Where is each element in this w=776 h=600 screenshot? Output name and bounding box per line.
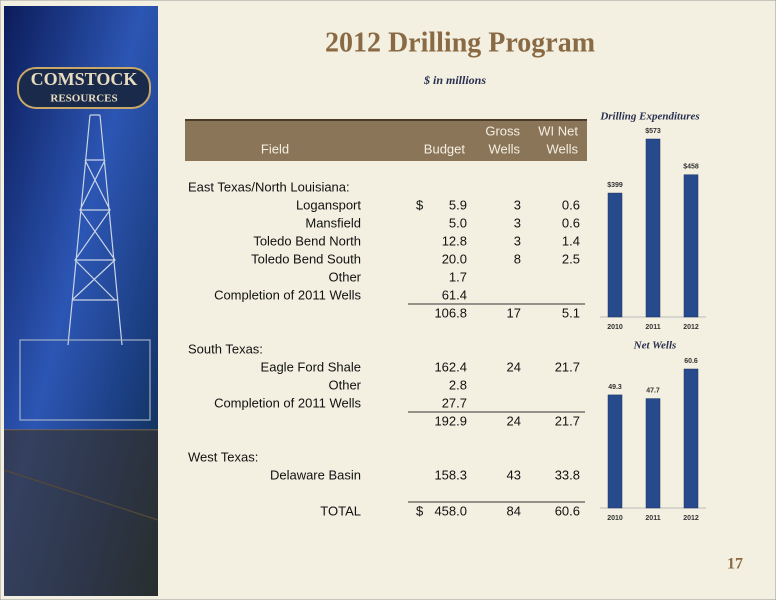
chart-title: Drilling Expenditures — [599, 111, 699, 123]
value-label: $573 — [645, 128, 661, 135]
cell-budget: 2.8 — [449, 377, 467, 392]
cell-budget: 158.3 — [434, 467, 467, 482]
cell-net: 0.6 — [562, 215, 580, 230]
cell-gross: 84 — [507, 503, 521, 518]
column-header: Gross — [485, 123, 520, 138]
cell-gross: 3 — [514, 197, 521, 212]
subtitle: $ in millions — [423, 73, 486, 87]
bar — [607, 394, 623, 509]
x-tick-label: 2010 — [607, 324, 623, 331]
value-label: 60.6 — [684, 358, 698, 365]
x-tick-label: 2011 — [645, 515, 660, 522]
section-heading: South Texas: — [188, 341, 263, 356]
bar — [683, 368, 699, 509]
value-label: 49.3 — [608, 384, 622, 391]
cell-field: Toledo Bend North — [253, 233, 361, 248]
bar — [607, 192, 623, 318]
column-header: WI Net — [538, 123, 578, 138]
cell-budget: 61.4 — [442, 287, 467, 302]
column-header: Wells — [546, 141, 578, 156]
cell-budget: 1.7 — [449, 269, 467, 284]
section-heading: West Texas: — [188, 449, 258, 464]
cell-field: Completion of 2011 Wells — [214, 287, 361, 302]
logo-frame — [17, 67, 151, 109]
cell-budget: 106.8 — [434, 305, 467, 320]
cell-budget: 192.9 — [434, 413, 467, 428]
cell-budget: 5.0 — [449, 215, 467, 230]
section-heading: East Texas/North Louisiana: — [188, 179, 350, 194]
column-header: Field — [261, 141, 289, 156]
cell-field: Completion of 2011 Wells — [214, 395, 361, 410]
cell-currency: $ — [416, 197, 424, 212]
cell-field: Other — [328, 377, 361, 392]
value-label: $458 — [683, 164, 699, 171]
cell-field: Logansport — [296, 197, 361, 212]
bar — [645, 138, 661, 318]
cell-budget: 27.7 — [442, 395, 467, 410]
cell-net: 21.7 — [555, 359, 580, 374]
logo-text: RESOURCES — [50, 93, 117, 105]
cell-gross: 3 — [514, 215, 521, 230]
cell-net: 33.8 — [555, 467, 580, 482]
column-header: Budget — [424, 141, 466, 156]
cell-budget: 458.0 — [434, 503, 467, 518]
cell-net: 1.4 — [562, 233, 580, 248]
cell-field: TOTAL — [320, 503, 361, 518]
ground — [4, 430, 158, 596]
cell-field: Delaware Basin — [270, 467, 361, 482]
cell-gross: 3 — [514, 233, 521, 248]
cell-field: Mansfield — [305, 215, 361, 230]
value-label: $399 — [607, 182, 623, 189]
cell-gross: 17 — [507, 305, 521, 320]
cell-field: Toledo Bend South — [251, 251, 361, 266]
value-label: 47.7 — [646, 387, 660, 394]
chart-title: Net Wells — [633, 340, 677, 352]
cell-gross: 43 — [507, 467, 521, 482]
cell-budget: 162.4 — [434, 359, 467, 374]
cell-currency: $ — [416, 503, 424, 518]
x-tick-label: 2012 — [683, 515, 699, 522]
cell-field: Eagle Ford Shale — [261, 359, 361, 374]
cell-gross: 24 — [507, 413, 521, 428]
cell-gross: 24 — [507, 359, 521, 374]
column-header: Wells — [488, 141, 520, 156]
cell-net: 2.5 — [562, 251, 580, 266]
cell-net: 21.7 — [555, 413, 580, 428]
cell-net: 60.6 — [555, 503, 580, 518]
table-header — [185, 119, 587, 161]
cell-gross: 8 — [514, 251, 521, 266]
cell-field: Other — [328, 269, 361, 284]
cell-budget: 5.9 — [449, 197, 467, 212]
logo-text: COMSTOCK — [31, 69, 138, 89]
title: 2012 Drilling Program — [325, 27, 595, 58]
bar — [645, 398, 661, 509]
bar — [683, 174, 699, 318]
cell-net: 5.1 — [562, 305, 580, 320]
cell-budget: 20.0 — [442, 251, 467, 266]
x-tick-label: 2010 — [607, 515, 623, 522]
page-number: 17 — [727, 556, 743, 573]
x-tick-label: 2012 — [683, 324, 699, 331]
cell-net: 0.6 — [562, 197, 580, 212]
x-tick-label: 2011 — [645, 324, 660, 331]
cell-budget: 12.8 — [442, 233, 467, 248]
